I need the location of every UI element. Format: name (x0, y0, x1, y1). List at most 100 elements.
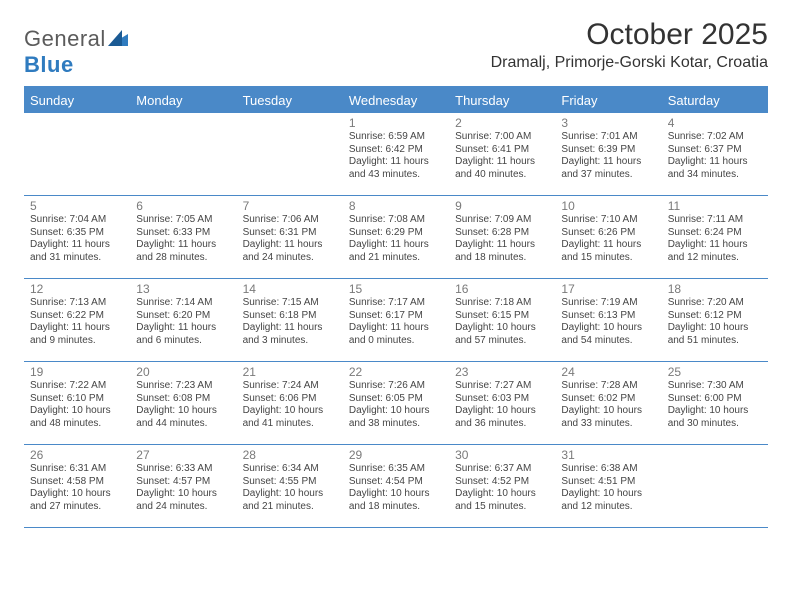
daylight-line: Daylight: 11 hours and 28 minutes. (136, 239, 230, 264)
logo-blue: Blue (24, 52, 74, 77)
sunset-line: Sunset: 4:54 PM (349, 476, 443, 489)
day-cell-21: 21Sunrise: 7:24 AMSunset: 6:06 PMDayligh… (237, 362, 343, 444)
sunrise-line: Sunrise: 6:34 AM (243, 463, 337, 476)
sunset-line: Sunset: 6:37 PM (668, 144, 762, 157)
sunrise-line: Sunrise: 7:17 AM (349, 297, 443, 310)
day-number: 15 (349, 282, 443, 296)
daylight-line: Daylight: 11 hours and 12 minutes. (668, 239, 762, 264)
day-header-saturday: Saturday (662, 88, 768, 113)
day-cell-empty (130, 113, 236, 195)
daylight-line: Daylight: 10 hours and 48 minutes. (30, 405, 124, 430)
sunrise-line: Sunrise: 7:24 AM (243, 380, 337, 393)
week-row: 19Sunrise: 7:22 AMSunset: 6:10 PMDayligh… (24, 362, 768, 445)
day-cell-10: 10Sunrise: 7:10 AMSunset: 6:26 PMDayligh… (555, 196, 661, 278)
day-header-thursday: Thursday (449, 88, 555, 113)
sunset-line: Sunset: 6:22 PM (30, 310, 124, 323)
sunrise-line: Sunrise: 7:00 AM (455, 131, 549, 144)
header: GeneralBlue October 2025 Dramalj, Primor… (24, 18, 768, 78)
day-header-sunday: Sunday (24, 88, 130, 113)
daylight-line: Daylight: 10 hours and 41 minutes. (243, 405, 337, 430)
day-cell-29: 29Sunrise: 6:35 AMSunset: 4:54 PMDayligh… (343, 445, 449, 527)
day-number: 10 (561, 199, 655, 213)
sunset-line: Sunset: 4:51 PM (561, 476, 655, 489)
day-cell-empty (662, 445, 768, 527)
sunset-line: Sunset: 6:00 PM (668, 393, 762, 406)
day-cell-8: 8Sunrise: 7:08 AMSunset: 6:29 PMDaylight… (343, 196, 449, 278)
sunset-line: Sunset: 6:20 PM (136, 310, 230, 323)
sunrise-line: Sunrise: 7:26 AM (349, 380, 443, 393)
day-number: 12 (30, 282, 124, 296)
sunset-line: Sunset: 4:52 PM (455, 476, 549, 489)
day-number: 19 (30, 365, 124, 379)
day-number: 18 (668, 282, 762, 296)
daylight-line: Daylight: 10 hours and 57 minutes. (455, 322, 549, 347)
sunrise-line: Sunrise: 7:09 AM (455, 214, 549, 227)
day-cell-22: 22Sunrise: 7:26 AMSunset: 6:05 PMDayligh… (343, 362, 449, 444)
sunset-line: Sunset: 6:29 PM (349, 227, 443, 240)
logo-mark-icon (108, 26, 128, 52)
sunrise-line: Sunrise: 7:18 AM (455, 297, 549, 310)
day-cell-1: 1Sunrise: 6:59 AMSunset: 6:42 PMDaylight… (343, 113, 449, 195)
day-number: 26 (30, 448, 124, 462)
day-cell-empty (24, 113, 130, 195)
daylight-line: Daylight: 11 hours and 15 minutes. (561, 239, 655, 264)
sunrise-line: Sunrise: 7:06 AM (243, 214, 337, 227)
week-row: 12Sunrise: 7:13 AMSunset: 6:22 PMDayligh… (24, 279, 768, 362)
day-number: 6 (136, 199, 230, 213)
page-title: October 2025 (491, 18, 768, 52)
day-cell-20: 20Sunrise: 7:23 AMSunset: 6:08 PMDayligh… (130, 362, 236, 444)
day-cell-6: 6Sunrise: 7:05 AMSunset: 6:33 PMDaylight… (130, 196, 236, 278)
day-number: 8 (349, 199, 443, 213)
day-number: 3 (561, 116, 655, 130)
day-cell-5: 5Sunrise: 7:04 AMSunset: 6:35 PMDaylight… (24, 196, 130, 278)
daylight-line: Daylight: 10 hours and 54 minutes. (561, 322, 655, 347)
sunset-line: Sunset: 6:03 PM (455, 393, 549, 406)
day-number: 30 (455, 448, 549, 462)
day-number: 28 (243, 448, 337, 462)
day-cell-19: 19Sunrise: 7:22 AMSunset: 6:10 PMDayligh… (24, 362, 130, 444)
sunrise-line: Sunrise: 7:10 AM (561, 214, 655, 227)
day-number: 20 (136, 365, 230, 379)
day-cell-27: 27Sunrise: 6:33 AMSunset: 4:57 PMDayligh… (130, 445, 236, 527)
week-row: 26Sunrise: 6:31 AMSunset: 4:58 PMDayligh… (24, 445, 768, 528)
sunset-line: Sunset: 6:15 PM (455, 310, 549, 323)
day-header-friday: Friday (555, 88, 661, 113)
sunrise-line: Sunrise: 7:27 AM (455, 380, 549, 393)
day-number: 23 (455, 365, 549, 379)
day-cell-16: 16Sunrise: 7:18 AMSunset: 6:15 PMDayligh… (449, 279, 555, 361)
sunset-line: Sunset: 6:02 PM (561, 393, 655, 406)
sunrise-line: Sunrise: 6:33 AM (136, 463, 230, 476)
daylight-line: Daylight: 11 hours and 37 minutes. (561, 156, 655, 181)
day-cell-17: 17Sunrise: 7:19 AMSunset: 6:13 PMDayligh… (555, 279, 661, 361)
day-cell-18: 18Sunrise: 7:20 AMSunset: 6:12 PMDayligh… (662, 279, 768, 361)
daylight-line: Daylight: 11 hours and 21 minutes. (349, 239, 443, 264)
sunrise-line: Sunrise: 7:15 AM (243, 297, 337, 310)
day-number: 24 (561, 365, 655, 379)
sunrise-line: Sunrise: 7:22 AM (30, 380, 124, 393)
day-number: 31 (561, 448, 655, 462)
day-cell-23: 23Sunrise: 7:27 AMSunset: 6:03 PMDayligh… (449, 362, 555, 444)
day-cell-14: 14Sunrise: 7:15 AMSunset: 6:18 PMDayligh… (237, 279, 343, 361)
sunrise-line: Sunrise: 7:01 AM (561, 131, 655, 144)
day-cell-2: 2Sunrise: 7:00 AMSunset: 6:41 PMDaylight… (449, 113, 555, 195)
day-cell-9: 9Sunrise: 7:09 AMSunset: 6:28 PMDaylight… (449, 196, 555, 278)
weeks-container: 1Sunrise: 6:59 AMSunset: 6:42 PMDaylight… (24, 113, 768, 528)
daylight-line: Daylight: 11 hours and 9 minutes. (30, 322, 124, 347)
day-number: 9 (455, 199, 549, 213)
sunset-line: Sunset: 6:12 PM (668, 310, 762, 323)
sunset-line: Sunset: 6:42 PM (349, 144, 443, 157)
day-cell-4: 4Sunrise: 7:02 AMSunset: 6:37 PMDaylight… (662, 113, 768, 195)
sunrise-line: Sunrise: 7:04 AM (30, 214, 124, 227)
sunrise-line: Sunrise: 7:23 AM (136, 380, 230, 393)
sunset-line: Sunset: 4:58 PM (30, 476, 124, 489)
day-cell-24: 24Sunrise: 7:28 AMSunset: 6:02 PMDayligh… (555, 362, 661, 444)
day-number: 29 (349, 448, 443, 462)
day-cell-13: 13Sunrise: 7:14 AMSunset: 6:20 PMDayligh… (130, 279, 236, 361)
logo-text: GeneralBlue (24, 26, 130, 78)
daylight-line: Daylight: 10 hours and 27 minutes. (30, 488, 124, 513)
sunset-line: Sunset: 6:13 PM (561, 310, 655, 323)
day-cell-28: 28Sunrise: 6:34 AMSunset: 4:55 PMDayligh… (237, 445, 343, 527)
sunrise-line: Sunrise: 6:37 AM (455, 463, 549, 476)
day-cell-15: 15Sunrise: 7:17 AMSunset: 6:17 PMDayligh… (343, 279, 449, 361)
daylight-line: Daylight: 10 hours and 12 minutes. (561, 488, 655, 513)
